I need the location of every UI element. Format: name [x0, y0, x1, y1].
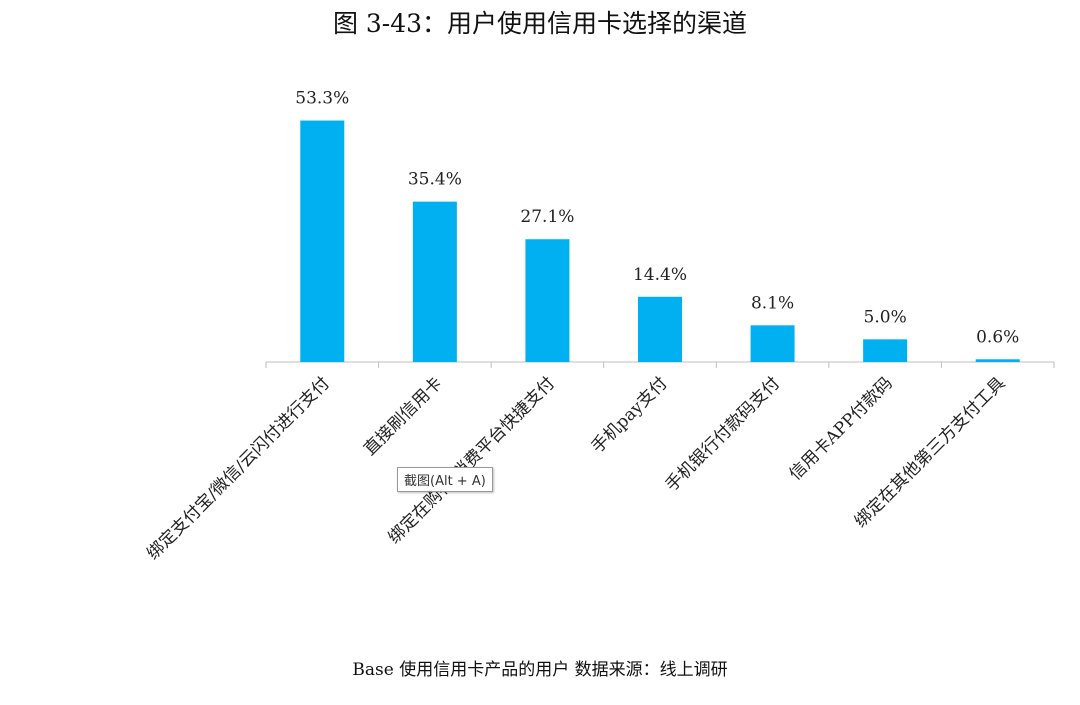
x-tick-label: 手机银行付款码支付 — [662, 373, 784, 495]
chart-footnote: Base 使用信用卡产品的用户 数据来源：线上调研 — [352, 660, 728, 680]
data-label: 14.4% — [633, 265, 687, 285]
x-tick-label: 直接刷信用卡 — [360, 373, 446, 459]
bar — [300, 120, 345, 363]
bar — [638, 296, 682, 362]
screenshot-tooltip: 截图(Alt + A) — [397, 467, 493, 492]
chart-title: 图 3-43：用户使用信用卡选择的渠道 — [332, 9, 748, 38]
data-label: 35.4% — [408, 170, 462, 190]
bar — [412, 201, 457, 362]
bar — [975, 359, 1020, 362]
data-label: 53.3% — [295, 89, 349, 109]
data-label: 0.6% — [976, 327, 1019, 347]
x-tick-label: 信用卡APP付款码 — [786, 373, 897, 484]
bar — [750, 325, 795, 362]
data-label: 8.1% — [751, 293, 794, 313]
bar — [863, 339, 908, 362]
data-label: 27.1% — [520, 207, 574, 227]
x-tick-label: 手机pay支付 — [588, 373, 672, 457]
bar — [525, 239, 570, 362]
data-label: 5.0% — [864, 307, 907, 327]
x-tick-label: 绑定支付宝/微信/云闪付进行支付 — [143, 373, 334, 564]
